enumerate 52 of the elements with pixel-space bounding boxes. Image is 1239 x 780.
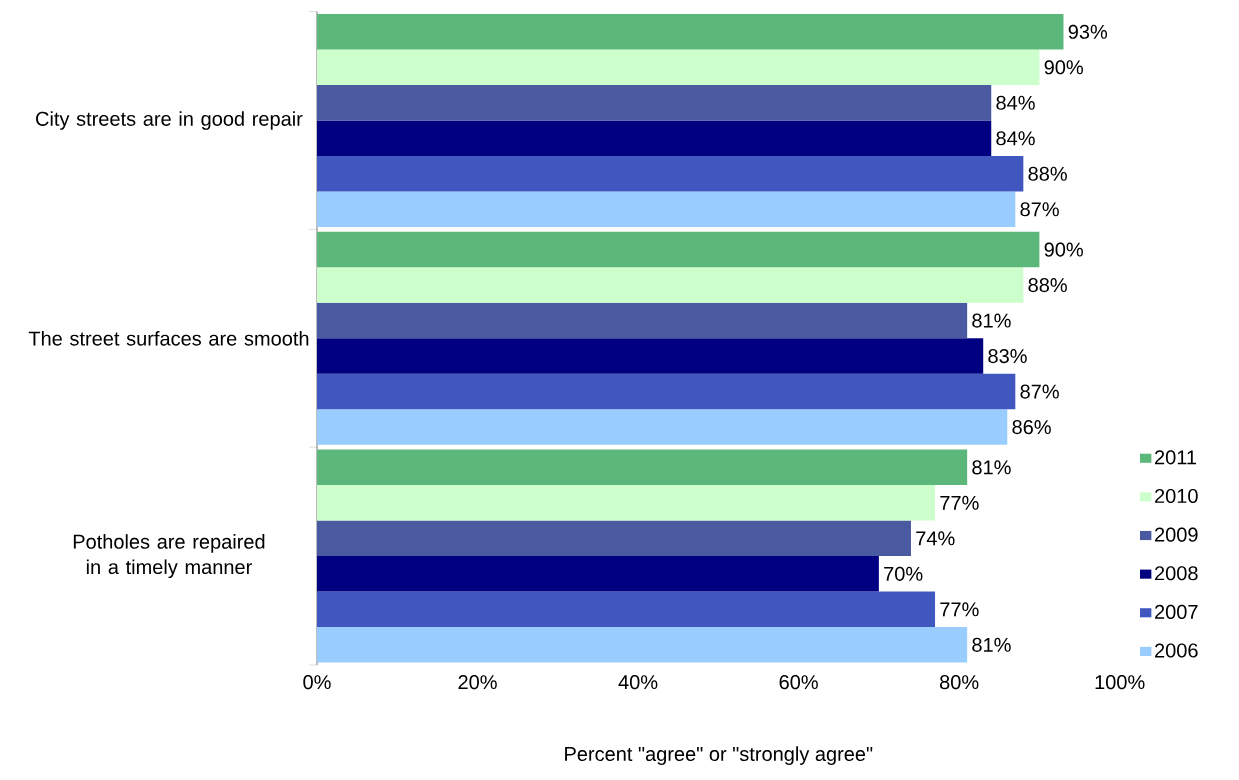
x-tick-label: 60% [779,675,818,690]
data-label: 87% [1020,384,1059,399]
bar [317,485,936,521]
data-label: 81% [972,637,1011,652]
x-axis-title: Percent "agree" or "strongly agree" [565,746,873,765]
bar [317,409,1008,445]
bar [317,267,1024,303]
bar [317,302,968,339]
data-label: 77% [940,602,979,617]
data-label: 81% [972,313,1011,328]
legend-label: 2006 [1155,643,1198,658]
x-tick-label: 0% [303,675,331,690]
data-label: 70% [884,566,923,581]
bar [317,520,911,557]
legend-label: 2009 [1155,527,1198,542]
bar [317,85,992,121]
legend-label: 2007 [1155,604,1198,619]
data-label: 83% [988,348,1027,364]
data-label: 84% [996,131,1035,146]
y-tick-label: Potholes are repaired in a timely manner [73,534,265,579]
x-tick-label: 80% [940,675,979,690]
bar [317,14,1064,50]
x-tick-label: 40% [618,675,658,690]
data-label: 90% [1044,242,1083,257]
data-label: 90% [1044,60,1083,75]
data-label: 74% [916,531,955,546]
bar [317,591,936,628]
x-tick-label: 100% [1095,675,1145,690]
bar [317,449,968,486]
legend-label: 2010 [1155,488,1198,504]
data-label: 87% [1020,202,1059,217]
legend-label: 2011 [1155,450,1197,465]
bar [317,338,984,374]
data-label: 81% [972,460,1011,475]
data-label: 93% [1068,24,1108,39]
data-label: 84% [996,95,1035,110]
x-tick-label: 20% [458,675,497,690]
data-label: 86% [1012,419,1051,435]
y-tick-label: City streets are in good repair [36,111,303,130]
bar [317,120,992,157]
y-tick-label: The street surfaces are smooth [28,330,309,346]
data-label: 88% [1028,277,1067,293]
bar [317,373,1016,410]
bar [317,191,1016,228]
bar [317,49,1040,86]
data-label: 88% [1028,166,1067,181]
bar [317,627,968,663]
legend-label: 2008 [1155,566,1198,581]
bar [317,231,1040,268]
bar [317,156,1024,192]
bar [317,556,879,592]
data-label: 77% [940,495,979,510]
